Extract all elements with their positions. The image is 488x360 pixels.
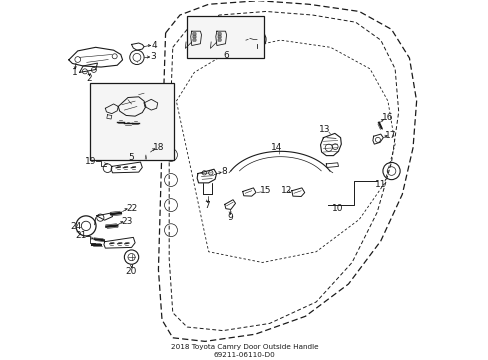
Text: 22: 22 (125, 204, 137, 213)
Text: 15: 15 (259, 186, 270, 195)
Text: 24: 24 (70, 222, 81, 231)
Text: 13: 13 (318, 125, 329, 134)
Text: 18: 18 (152, 143, 164, 152)
Text: 1: 1 (72, 68, 78, 77)
Text: 4: 4 (151, 41, 157, 50)
Text: 7: 7 (204, 201, 210, 210)
Text: 3: 3 (149, 53, 155, 62)
Text: 23: 23 (122, 217, 133, 226)
FancyBboxPatch shape (192, 39, 196, 41)
FancyBboxPatch shape (218, 39, 221, 41)
Text: 2: 2 (86, 75, 92, 84)
FancyBboxPatch shape (218, 36, 221, 38)
Text: 19: 19 (84, 157, 96, 166)
Text: 2018 Toyota Camry Door Outside Handle
69211-06110-D0: 2018 Toyota Camry Door Outside Handle 69… (170, 344, 318, 358)
FancyBboxPatch shape (187, 16, 264, 58)
Text: 16: 16 (381, 113, 392, 122)
Text: 6: 6 (223, 51, 229, 60)
FancyBboxPatch shape (192, 33, 196, 35)
Text: 14: 14 (270, 143, 282, 152)
Text: 12: 12 (280, 186, 291, 195)
Text: 11: 11 (374, 180, 386, 189)
Text: 21: 21 (75, 231, 86, 240)
Text: 10: 10 (331, 204, 343, 213)
FancyBboxPatch shape (89, 83, 174, 160)
Text: 17: 17 (384, 131, 395, 140)
FancyBboxPatch shape (192, 36, 196, 38)
Text: 8: 8 (221, 167, 226, 176)
Text: 20: 20 (125, 267, 137, 276)
FancyBboxPatch shape (218, 33, 221, 35)
Text: 5: 5 (128, 153, 134, 162)
Text: 9: 9 (227, 213, 233, 222)
